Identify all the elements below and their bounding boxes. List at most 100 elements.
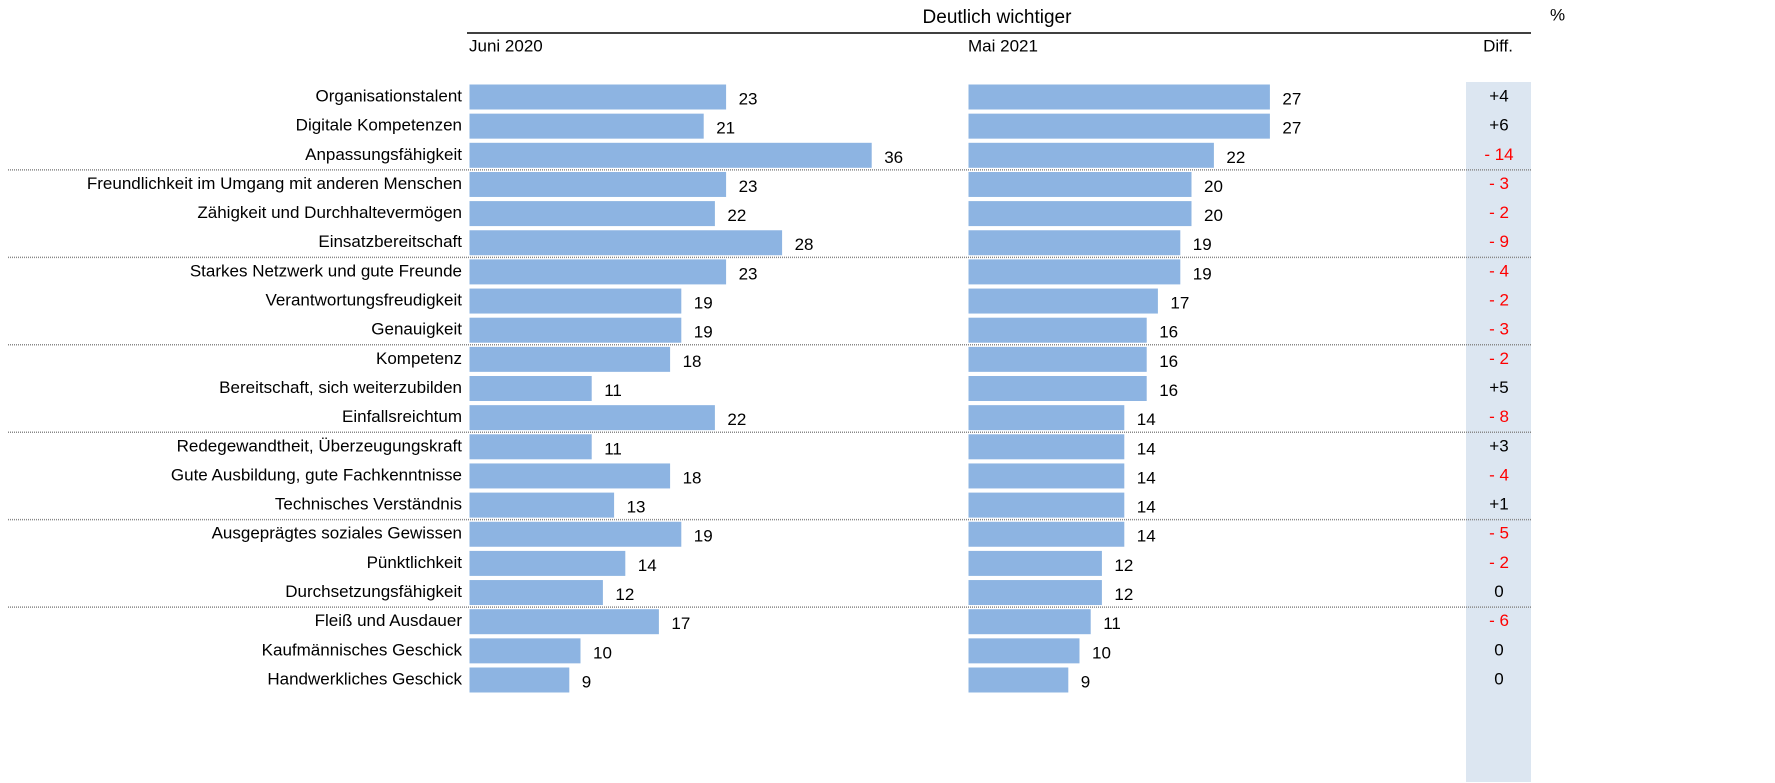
diff-label: 0 bbox=[1494, 669, 1503, 688]
diff-label: - 9 bbox=[1489, 232, 1509, 251]
category-label: Verantwortungsfreudigkeit bbox=[265, 291, 462, 310]
bar bbox=[468, 666, 571, 694]
value-label: 27 bbox=[1282, 119, 1301, 138]
diff-label: - 3 bbox=[1489, 320, 1509, 339]
bar bbox=[967, 666, 1070, 694]
value-label: 18 bbox=[683, 352, 702, 371]
value-label: 36 bbox=[884, 148, 903, 167]
value-label: 14 bbox=[1137, 498, 1156, 517]
value-label: 10 bbox=[593, 643, 612, 662]
diff-label: - 6 bbox=[1489, 611, 1509, 630]
category-label: Ausgeprägtes soziales Gewissen bbox=[212, 524, 462, 543]
value-label: 22 bbox=[727, 206, 746, 225]
bar bbox=[468, 229, 784, 257]
diff-label: - 14 bbox=[1484, 145, 1513, 164]
value-label: 14 bbox=[1137, 527, 1156, 546]
bar bbox=[967, 112, 1271, 140]
bar bbox=[967, 549, 1103, 577]
diff-label: +4 bbox=[1489, 86, 1508, 105]
bar bbox=[468, 637, 582, 665]
bar bbox=[468, 345, 672, 373]
value-label: 14 bbox=[1137, 439, 1156, 458]
value-label: 12 bbox=[1114, 585, 1133, 604]
diff-label: - 2 bbox=[1489, 553, 1509, 572]
value-label: 14 bbox=[1137, 468, 1156, 487]
diff-header: Diff. bbox=[1483, 36, 1513, 55]
value-label: 12 bbox=[615, 585, 634, 604]
diff-label: 0 bbox=[1494, 582, 1503, 601]
category-label: Bereitschaft, sich weiterzubilden bbox=[219, 378, 462, 397]
legend-entry: Mai 2021 bbox=[968, 36, 1038, 55]
bar bbox=[468, 433, 593, 461]
bar bbox=[967, 637, 1081, 665]
value-label: 22 bbox=[1226, 148, 1245, 167]
bar bbox=[468, 608, 660, 636]
value-label: 21 bbox=[716, 119, 735, 138]
bar bbox=[967, 491, 1126, 519]
value-label: 19 bbox=[694, 527, 713, 546]
category-label: Starkes Netzwerk und gute Freunde bbox=[190, 261, 462, 280]
value-label: 11 bbox=[604, 381, 622, 400]
bar bbox=[967, 404, 1126, 432]
bar bbox=[967, 579, 1103, 607]
category-label: Zähigkeit und Durchhaltevermögen bbox=[197, 203, 462, 222]
value-label: 17 bbox=[671, 614, 690, 633]
diff-label: - 2 bbox=[1489, 291, 1509, 310]
value-label: 20 bbox=[1204, 177, 1223, 196]
bar bbox=[468, 258, 728, 286]
bar bbox=[468, 112, 705, 140]
value-label: 16 bbox=[1159, 352, 1178, 371]
category-label: Pünktlichkeit bbox=[367, 553, 463, 572]
diff-label: +3 bbox=[1489, 436, 1508, 455]
category-label: Organisationstalent bbox=[316, 86, 463, 105]
bar bbox=[967, 462, 1126, 490]
category-label: Genauigkeit bbox=[371, 320, 462, 339]
value-label: 19 bbox=[694, 294, 713, 313]
diff-label: - 2 bbox=[1489, 349, 1509, 368]
value-label: 18 bbox=[683, 468, 702, 487]
bar bbox=[468, 579, 604, 607]
bar bbox=[967, 345, 1148, 373]
unit-label: % bbox=[1550, 5, 1565, 24]
bar bbox=[967, 433, 1126, 461]
bar bbox=[468, 375, 593, 402]
value-label: 22 bbox=[727, 410, 746, 429]
category-label: Technisches Verständnis bbox=[275, 495, 462, 514]
value-label: 23 bbox=[739, 177, 758, 196]
value-label: 10 bbox=[1092, 643, 1111, 662]
value-label: 19 bbox=[694, 323, 713, 342]
value-label: 9 bbox=[1081, 672, 1090, 691]
bar bbox=[468, 549, 627, 577]
diff-label: - 4 bbox=[1489, 465, 1509, 484]
bar bbox=[967, 287, 1159, 315]
diff-label: +5 bbox=[1489, 378, 1508, 397]
value-label: 27 bbox=[1282, 89, 1301, 108]
category-label: Einsatzbereitschaft bbox=[318, 232, 462, 251]
value-label: 12 bbox=[1114, 556, 1133, 575]
bar bbox=[468, 287, 683, 315]
value-label: 16 bbox=[1159, 323, 1178, 342]
bar bbox=[967, 200, 1193, 228]
category-label: Redegewandtheit, Überzeugungskraft bbox=[177, 436, 463, 455]
value-label: 14 bbox=[638, 556, 657, 575]
bar bbox=[967, 170, 1193, 198]
diff-label: - 2 bbox=[1489, 203, 1509, 222]
diff-label: - 5 bbox=[1489, 524, 1509, 543]
bar bbox=[468, 83, 728, 111]
diff-label: +1 bbox=[1489, 495, 1508, 514]
bar bbox=[468, 141, 873, 169]
category-label: Gute Ausbildung, gute Fachkenntnisse bbox=[171, 465, 462, 484]
chart-title: Deutlich wichtiger bbox=[923, 7, 1073, 28]
value-label: 28 bbox=[795, 235, 814, 254]
category-label: Anpassungsfähigkeit bbox=[305, 145, 462, 164]
value-label: 20 bbox=[1204, 206, 1223, 225]
bar bbox=[967, 258, 1182, 286]
bar bbox=[468, 491, 616, 519]
category-label: Freundlichkeit im Umgang mit anderen Men… bbox=[87, 174, 462, 193]
value-label: 11 bbox=[1103, 614, 1121, 633]
value-label: 11 bbox=[604, 439, 622, 458]
bar bbox=[967, 316, 1148, 344]
bar bbox=[468, 462, 672, 490]
value-label: 9 bbox=[582, 672, 591, 691]
